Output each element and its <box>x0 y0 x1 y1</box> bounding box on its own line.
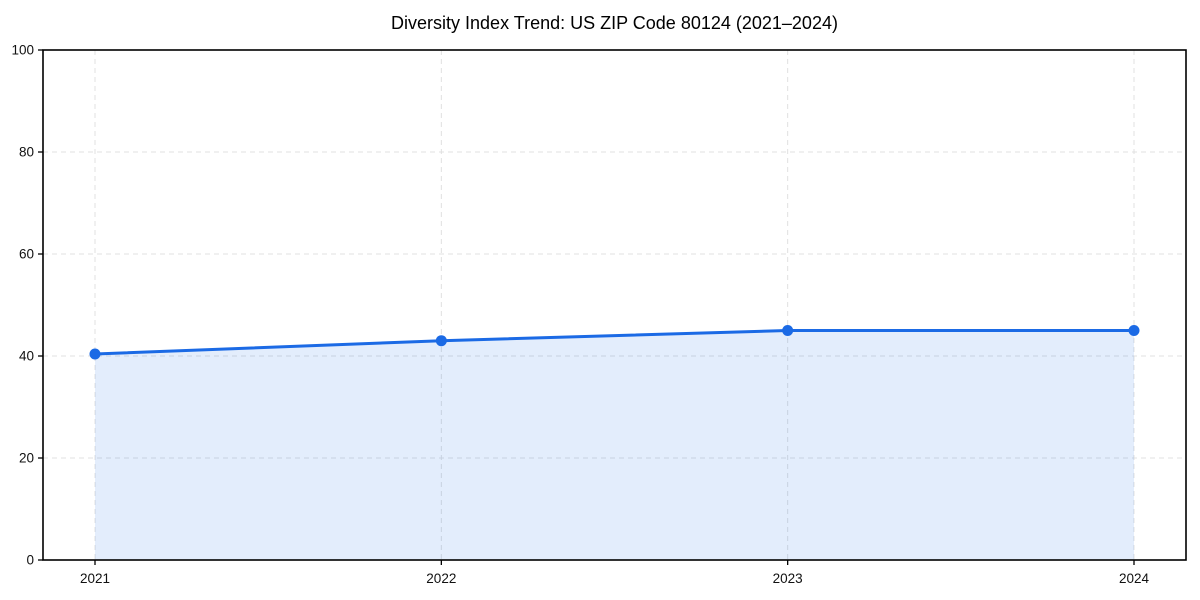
data-point-marker <box>782 325 794 336</box>
data-point-marker <box>89 348 101 360</box>
trend-line <box>93 329 1136 356</box>
y-tick-label: 100 <box>11 43 34 58</box>
x-tick-label: 2022 <box>426 571 456 586</box>
data-point-marker <box>1128 325 1140 336</box>
y-tick-label: 60 <box>19 247 34 262</box>
trend-area <box>95 330 1134 560</box>
y-tick-label: 0 <box>26 553 34 568</box>
y-tick-label: 40 <box>19 349 34 364</box>
chart-title: Diversity Index Trend: US ZIP Code 80124… <box>391 13 838 33</box>
x-tick-label: 2021 <box>80 571 110 586</box>
y-tick-label: 20 <box>19 451 34 466</box>
data-point-marker <box>435 335 447 347</box>
y-tick-label: 80 <box>19 145 34 160</box>
x-tick-label: 2024 <box>1119 571 1150 586</box>
x-tick-label: 2023 <box>773 571 803 586</box>
plot-border <box>42 49 1187 561</box>
